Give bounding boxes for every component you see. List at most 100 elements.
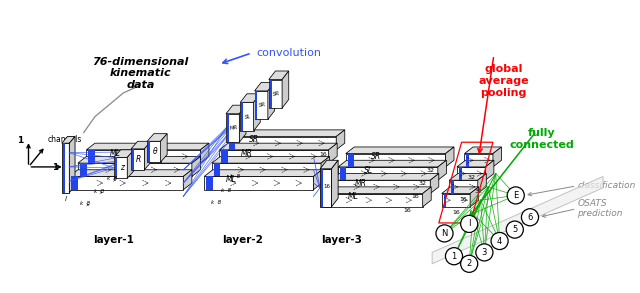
Polygon shape (457, 160, 494, 167)
Circle shape (476, 244, 493, 261)
Text: l: l (65, 196, 67, 202)
Polygon shape (206, 176, 212, 190)
Polygon shape (445, 147, 454, 167)
Polygon shape (212, 163, 321, 176)
Polygon shape (338, 167, 438, 180)
Text: 3: 3 (482, 248, 487, 257)
Polygon shape (78, 156, 200, 163)
Polygon shape (328, 143, 337, 163)
Polygon shape (114, 150, 134, 157)
Text: MR: MR (241, 149, 253, 158)
Polygon shape (330, 173, 439, 180)
Circle shape (436, 225, 453, 242)
Polygon shape (314, 170, 322, 190)
Circle shape (461, 255, 477, 272)
Text: SR: SR (258, 102, 266, 108)
Text: layer-3: layer-3 (321, 235, 362, 245)
Polygon shape (147, 134, 167, 141)
Polygon shape (212, 156, 330, 163)
Polygon shape (438, 160, 447, 180)
Text: 1: 1 (52, 163, 58, 172)
Polygon shape (255, 91, 257, 120)
Polygon shape (269, 79, 271, 108)
Text: I: I (468, 219, 470, 229)
Polygon shape (422, 187, 431, 207)
Polygon shape (449, 180, 477, 193)
Polygon shape (69, 137, 75, 193)
Text: 16: 16 (323, 184, 330, 189)
Polygon shape (161, 134, 167, 162)
Polygon shape (467, 154, 469, 167)
Text: 16: 16 (460, 197, 467, 202)
Polygon shape (332, 180, 339, 193)
Polygon shape (457, 167, 485, 180)
Text: global
average
pooling: global average pooling (478, 64, 529, 98)
Text: 16: 16 (412, 194, 419, 199)
Circle shape (522, 209, 538, 226)
Text: 4: 4 (497, 236, 502, 246)
Polygon shape (127, 150, 134, 178)
Polygon shape (192, 156, 200, 176)
Text: k  8: k 8 (81, 201, 90, 206)
Polygon shape (346, 147, 454, 154)
Text: θ: θ (152, 147, 157, 156)
Text: E: E (513, 191, 518, 200)
Text: SR: SR (249, 135, 259, 144)
Polygon shape (336, 130, 345, 150)
Text: 32: 32 (467, 175, 475, 180)
Polygon shape (200, 143, 209, 163)
Polygon shape (321, 169, 323, 207)
Polygon shape (442, 193, 470, 207)
Polygon shape (114, 157, 127, 178)
Text: R: R (136, 155, 141, 164)
Polygon shape (320, 160, 338, 169)
Polygon shape (465, 154, 493, 167)
Polygon shape (220, 150, 328, 163)
Polygon shape (239, 105, 246, 142)
Text: 2: 2 (467, 259, 472, 268)
Polygon shape (465, 147, 502, 154)
Polygon shape (71, 176, 78, 190)
Text: channels: channels (47, 135, 82, 144)
Text: k  8: k 8 (211, 200, 221, 205)
Text: ML: ML (348, 192, 358, 201)
Polygon shape (61, 143, 69, 193)
Polygon shape (269, 79, 282, 108)
Circle shape (507, 187, 524, 204)
Circle shape (491, 232, 508, 250)
Polygon shape (204, 170, 322, 176)
Polygon shape (148, 141, 150, 162)
Polygon shape (63, 143, 65, 193)
Text: SR: SR (371, 152, 381, 161)
Polygon shape (69, 176, 183, 190)
Polygon shape (449, 173, 486, 180)
Polygon shape (214, 163, 220, 176)
Polygon shape (268, 82, 275, 120)
Text: 1: 1 (17, 136, 23, 145)
Polygon shape (442, 187, 479, 193)
Polygon shape (115, 157, 117, 178)
Polygon shape (226, 105, 246, 114)
Polygon shape (255, 82, 275, 91)
Polygon shape (346, 154, 445, 167)
Polygon shape (226, 114, 239, 142)
Polygon shape (221, 150, 228, 163)
Polygon shape (338, 160, 447, 167)
Text: SR: SR (273, 91, 280, 97)
Polygon shape (451, 180, 454, 193)
Polygon shape (470, 187, 479, 207)
Text: time: time (67, 169, 84, 178)
Polygon shape (320, 169, 332, 207)
Text: k  8: k 8 (230, 174, 241, 179)
Text: classification: classification (577, 181, 636, 190)
Text: ML: ML (226, 175, 237, 184)
Polygon shape (61, 137, 75, 143)
Polygon shape (131, 141, 151, 149)
Text: 76-dimensional
kinematic
data: 76-dimensional kinematic data (92, 57, 189, 90)
Polygon shape (477, 173, 486, 193)
Polygon shape (321, 156, 330, 176)
Polygon shape (323, 187, 431, 193)
Polygon shape (88, 150, 95, 163)
Text: 16: 16 (452, 210, 460, 215)
Text: k  8: k 8 (221, 188, 231, 193)
